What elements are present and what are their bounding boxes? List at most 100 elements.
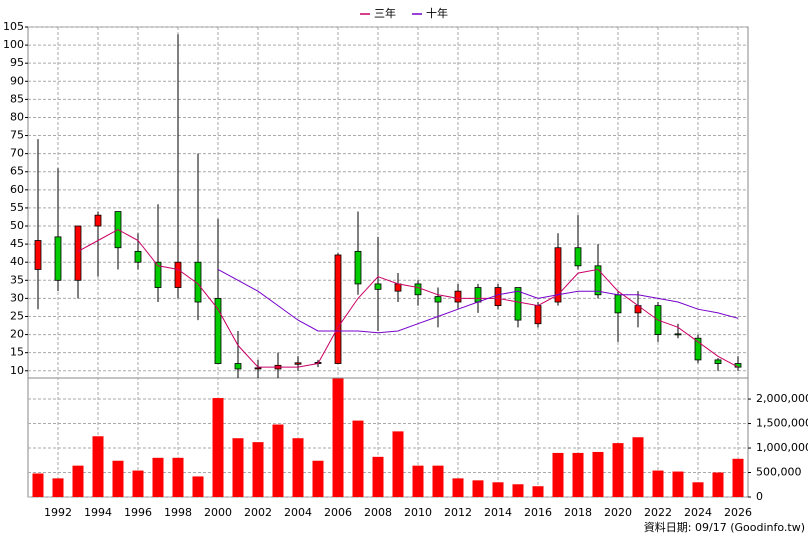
y-tick-label: 95 [10, 56, 24, 69]
volume-bar [352, 420, 364, 497]
volume-bar [432, 465, 444, 497]
volume-bar [232, 438, 244, 497]
candle-body [434, 296, 442, 303]
y-tick-label: 60 [10, 183, 24, 196]
footer-note: 資料日期: 09/17 (Goodinfo.tw) [644, 520, 805, 534]
candle-body [594, 265, 602, 296]
candle-body [694, 337, 702, 361]
volume-bar [532, 486, 544, 497]
candle-body [34, 240, 42, 270]
y-tick-label: 70 [10, 147, 24, 160]
candle-body [214, 297, 222, 364]
candle-body [334, 254, 342, 364]
candle-body [94, 214, 102, 227]
volume-bar [592, 451, 604, 497]
volume-bar [492, 482, 504, 497]
x-tick-label: 2022 [644, 506, 672, 519]
candle-body [134, 250, 142, 263]
y-tick-label: 35 [10, 273, 24, 286]
volume-bar [212, 398, 224, 497]
y2-tick-label: 1,500,000 [756, 417, 808, 430]
x-tick-label: 1994 [84, 506, 112, 519]
x-tick-label: 2016 [524, 506, 552, 519]
volume-bar [552, 452, 564, 497]
y-tick-label: 20 [10, 328, 24, 341]
y-tick-label: 25 [10, 309, 24, 322]
y-tick-label: 100 [3, 38, 24, 51]
legend-label: 三年 [374, 6, 396, 20]
candle-body [54, 236, 62, 281]
y-tick-label: 30 [10, 291, 24, 304]
y-tick-label: 105 [3, 20, 24, 33]
volume-bar [332, 378, 344, 497]
volume-bar [572, 452, 584, 497]
y-tick-label: 15 [10, 346, 24, 359]
candle-body [254, 367, 262, 370]
candle-body [154, 261, 162, 288]
volume-bar [132, 470, 144, 497]
x-tick-label: 2000 [204, 506, 232, 519]
x-tick-label: 2024 [684, 506, 712, 519]
candle-body [414, 283, 422, 296]
candle-body [234, 363, 242, 370]
candle-body [554, 247, 562, 303]
volume-bar [412, 465, 424, 497]
volume-bar [712, 472, 724, 497]
volume-bar [472, 480, 484, 497]
x-tick-label: 2020 [604, 506, 632, 519]
x-tick-label: 1992 [44, 506, 72, 519]
volume-bar [152, 457, 164, 497]
x-tick-label: 2002 [244, 506, 272, 519]
x-tick-label: 2012 [444, 506, 472, 519]
volume-bar [612, 443, 624, 497]
y-tick-label: 85 [10, 92, 24, 105]
legend-label: 十年 [426, 6, 448, 20]
y-tick-label: 40 [10, 255, 24, 268]
candle-body [614, 294, 622, 314]
candle-body [454, 290, 462, 303]
y-tick-label: 45 [10, 237, 24, 250]
y2-tick-label: 500,000 [756, 466, 802, 479]
volume-bar [112, 460, 124, 497]
candle-body [374, 283, 382, 290]
candle-body [294, 362, 302, 365]
candle-body [174, 261, 182, 288]
candle-body [354, 250, 362, 285]
y2-tick-label: 2,000,000 [756, 392, 808, 405]
volume-bar [292, 438, 304, 497]
x-tick-label: 2004 [284, 506, 312, 519]
y2-tick-label: 0 [756, 490, 763, 503]
y-tick-label: 65 [10, 165, 24, 178]
candle-body [494, 287, 502, 307]
volume-bar [692, 482, 704, 497]
x-tick-label: 2014 [484, 506, 512, 519]
candle-body [714, 359, 722, 364]
volume-bar [512, 484, 524, 497]
volume-bar [192, 476, 204, 497]
candle-body [674, 333, 682, 336]
x-tick-label: 2018 [564, 506, 592, 519]
volume-bar [672, 471, 684, 497]
volume-bar [372, 456, 384, 497]
x-tick-label: 2026 [724, 506, 752, 519]
x-tick-label: 1998 [164, 506, 192, 519]
candle-body [514, 287, 522, 321]
x-tick-label: 2006 [324, 506, 352, 519]
volume-bar [312, 460, 324, 497]
y-tick-label: 90 [10, 74, 24, 87]
x-tick-label: 2008 [364, 506, 392, 519]
candle-body [394, 283, 402, 292]
x-tick-label: 1996 [124, 506, 152, 519]
candle-body [574, 247, 582, 267]
ma-line [217, 268, 739, 334]
y2-tick-label: 1,000,000 [756, 441, 808, 454]
y-tick-label: 10 [10, 364, 24, 377]
candle-body [534, 305, 542, 325]
volume-bar [52, 478, 64, 497]
volume-bar [72, 465, 84, 497]
candle-body [474, 287, 482, 303]
volume-bar [652, 470, 664, 497]
y-tick-label: 80 [10, 110, 24, 123]
y-tick-label: 75 [10, 129, 24, 142]
